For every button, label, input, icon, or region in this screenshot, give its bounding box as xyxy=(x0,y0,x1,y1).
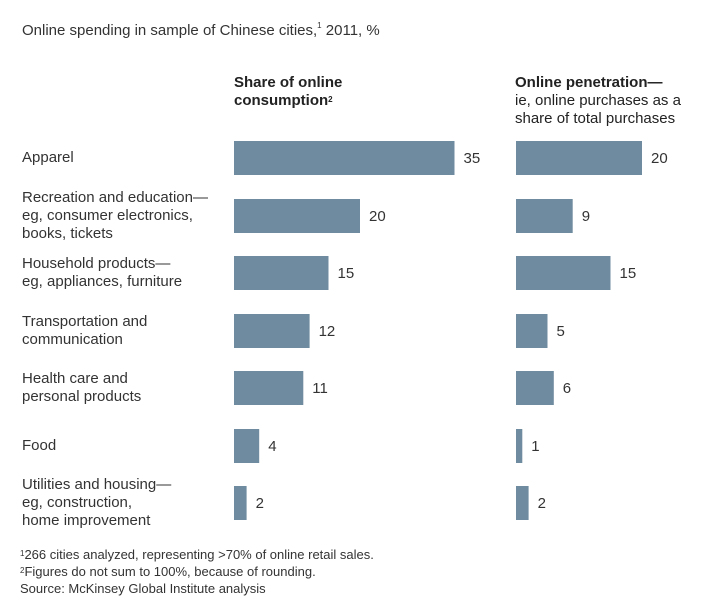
col1-footnote-marker: 2 xyxy=(328,95,333,104)
category-label-line: books, tickets xyxy=(22,225,113,242)
category-label-line: Transportation and xyxy=(22,313,148,330)
data-label: 6 xyxy=(563,380,571,397)
category-label-line: Apparel xyxy=(22,149,74,166)
data-label: 2 xyxy=(256,495,264,512)
bar-share xyxy=(234,141,455,175)
category-label: Transportation and communication xyxy=(22,313,147,349)
data-label: 12 xyxy=(319,323,336,340)
category-label: Food xyxy=(22,437,56,455)
data-label: 5 xyxy=(557,323,565,340)
bar-penetration xyxy=(516,486,529,520)
data-label: 1 xyxy=(531,438,539,455)
category-label-line: communication xyxy=(22,331,123,348)
category-label-line: eg, construction, xyxy=(22,494,133,511)
category-label-line: Food xyxy=(22,437,57,454)
footnote-1: 1266 cities analyzed, representing >70% … xyxy=(20,547,374,562)
bar-penetration xyxy=(516,429,523,463)
chart-title: Online spending in sample of Chinese cit… xyxy=(22,21,380,39)
data-label: 2 xyxy=(538,495,546,512)
bar-share xyxy=(234,486,247,520)
category-label-line: personal products xyxy=(22,388,142,405)
category-label-line: eg, consumer electronics, xyxy=(22,207,193,224)
bar-penetration xyxy=(516,371,554,405)
bar-share xyxy=(234,314,310,348)
category-label: Apparel xyxy=(22,149,74,167)
bar-penetration xyxy=(516,314,548,348)
data-label: 15 xyxy=(620,265,637,282)
data-label: 35 xyxy=(464,150,481,167)
column-header-penetration: Online penetration— ie, online purchases… xyxy=(515,74,681,127)
footnote-2: 2Figures do not sum to 100%, because of … xyxy=(20,564,316,579)
category-label: Household products— eg, appliances, furni… xyxy=(22,255,182,291)
bar-share xyxy=(234,256,329,290)
category-label: Recreation and education— eg, consumer el… xyxy=(22,189,208,243)
data-label: 20 xyxy=(369,208,386,225)
column-header-share: Share of online consumption2 xyxy=(234,74,343,109)
bar-share xyxy=(234,199,360,233)
bar-share xyxy=(234,371,304,405)
category-label: Utilities and housing— eg, construction, h… xyxy=(22,476,171,530)
category-label-line: home improvement xyxy=(22,512,151,529)
category-label-line: Household products— xyxy=(22,255,171,272)
category-label: Health care and personal products xyxy=(22,370,141,406)
title-footnote-marker: 1 xyxy=(317,21,322,30)
category-label-line: Health care and xyxy=(22,370,128,387)
footnotes: 1266 cities analyzed, representing >70% … xyxy=(20,546,374,597)
bar-penetration xyxy=(516,199,573,233)
bar-penetration xyxy=(516,141,642,175)
data-label: 11 xyxy=(312,380,328,397)
category-label-line: Recreation and education— xyxy=(22,189,208,206)
bar-penetration xyxy=(516,256,611,290)
data-label: 20 xyxy=(651,150,668,167)
category-label-line: eg, appliances, furniture xyxy=(22,273,183,290)
category-label-line: Utilities and housing— xyxy=(22,476,172,493)
source-note: Source: McKinsey Global Institute analys… xyxy=(20,581,266,596)
bar-share xyxy=(234,429,260,463)
data-label: 15 xyxy=(338,265,355,282)
data-label: 4 xyxy=(268,438,276,455)
data-label: 9 xyxy=(582,208,590,225)
